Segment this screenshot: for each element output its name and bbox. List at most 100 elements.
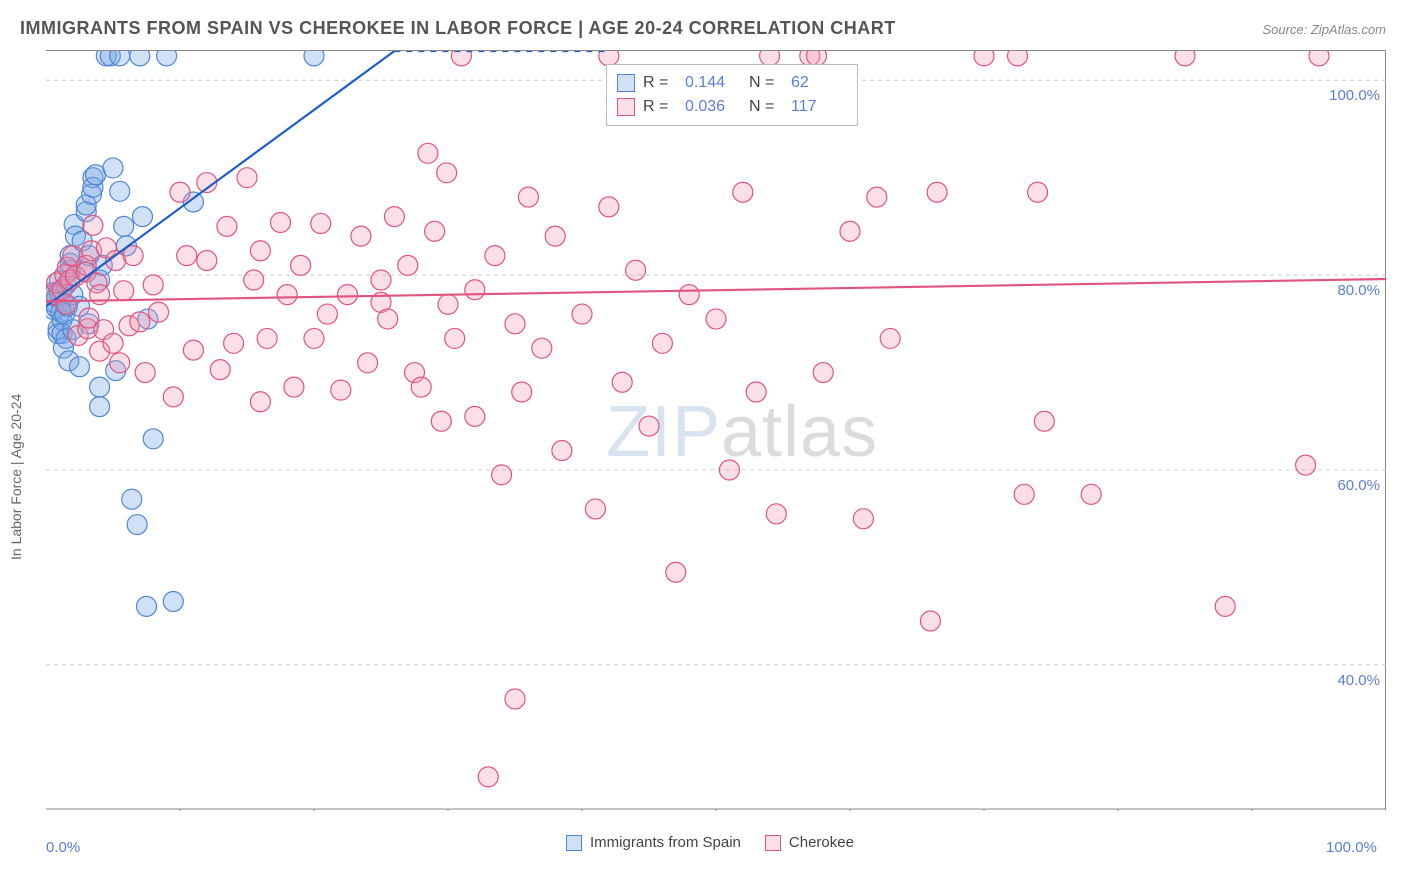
cherokee-point (143, 275, 163, 295)
cherokee-point (505, 314, 525, 334)
spain-point (130, 51, 150, 66)
cherokee-point (492, 465, 512, 485)
cherokee-point (110, 353, 130, 373)
cherokee-point (639, 416, 659, 436)
cherokee-point (437, 163, 457, 183)
cherokee-point (612, 372, 632, 392)
correlation-legend: R =0.144N =62R =0.036N =117 (606, 64, 858, 126)
legend-item-spain: Immigrants from Spain (566, 834, 741, 851)
cherokee-point (384, 207, 404, 227)
cherokee-point (331, 380, 351, 400)
legend-r-value: 0.144 (685, 71, 741, 95)
spain-point (143, 429, 163, 449)
cherokee-point (1081, 484, 1101, 504)
cherokee-point (1296, 455, 1316, 475)
cherokee-point (719, 460, 739, 480)
cherokee-point (766, 504, 786, 524)
cherokee-point (1008, 51, 1028, 66)
cherokee-point (880, 328, 900, 348)
cherokee-point (250, 392, 270, 412)
legend-swatch (617, 74, 635, 92)
legend-n-label: N = (749, 71, 783, 95)
legend-n-value: 62 (791, 71, 847, 95)
legend-label: Immigrants from Spain (590, 834, 741, 851)
cherokee-point (552, 440, 572, 460)
cherokee-point (927, 182, 947, 202)
cherokee-point (177, 246, 197, 266)
cherokee-point (103, 333, 123, 353)
cherokee-point (244, 270, 264, 290)
cherokee-point (599, 197, 619, 217)
cherokee-point (418, 143, 438, 163)
spain-point (137, 596, 157, 616)
cherokee-point (1034, 411, 1054, 431)
cherokee-point (974, 51, 994, 66)
spain-point (122, 489, 142, 509)
cherokee-point (135, 363, 155, 383)
cherokee-point (114, 281, 134, 301)
cherokee-point (183, 340, 203, 360)
cherokee-point (626, 260, 646, 280)
cherokee-point (425, 221, 445, 241)
cherokee-point (545, 226, 565, 246)
cherokee-point (1215, 596, 1235, 616)
legend-r-value: 0.036 (685, 95, 741, 119)
plot-svg: 40.0%60.0%80.0%100.0% (46, 51, 1386, 811)
cherokee-point (585, 499, 605, 519)
cherokee-point (679, 285, 699, 305)
cherokee-point (83, 215, 103, 235)
cherokee-point (1014, 484, 1034, 504)
y-tick-label: 40.0% (1337, 672, 1380, 689)
x-tick-label: 0.0% (46, 839, 80, 856)
spain-point (110, 51, 130, 66)
cherokee-point (840, 221, 860, 241)
cherokee-point (445, 328, 465, 348)
spain-point (127, 515, 147, 535)
spain-point (110, 181, 130, 201)
spain-point (157, 51, 177, 66)
cherokee-point (465, 406, 485, 426)
cherokee-point (512, 382, 532, 402)
cherokee-point (431, 411, 451, 431)
y-tick-label: 60.0% (1337, 477, 1380, 494)
legend-r-label: R = (643, 95, 677, 119)
cherokee-point (411, 377, 431, 397)
cherokee-point (170, 182, 190, 202)
cherokee-point (666, 562, 686, 582)
cherokee-point (217, 216, 237, 236)
cherokee-point (149, 302, 169, 322)
cherokee-point (257, 328, 277, 348)
cherokee-point (733, 182, 753, 202)
spain-point (90, 397, 110, 417)
cherokee-point (371, 270, 391, 290)
cherokee-point (485, 246, 505, 266)
cherokee-point (277, 285, 297, 305)
legend-swatch (617, 98, 635, 116)
cherokee-point (813, 363, 833, 383)
cherokee-point (197, 250, 217, 270)
series-legend: Immigrants from Spain Cherokee (566, 834, 854, 851)
cherokee-point (398, 255, 418, 275)
legend-n-value: 117 (791, 95, 847, 119)
cherokee-point (867, 187, 887, 207)
y-tick-label: 80.0% (1337, 282, 1380, 299)
cherokee-point (532, 338, 552, 358)
spain-point (103, 158, 123, 178)
cherokee-point (1028, 182, 1048, 202)
cherokee-point (505, 689, 525, 709)
spain-point (304, 51, 324, 66)
spain-point (90, 377, 110, 397)
cherokee-point (451, 51, 471, 66)
cherokee-point (351, 226, 371, 246)
legend-label: Cherokee (789, 834, 854, 851)
cherokee-point (224, 333, 244, 353)
cherokee-point (378, 309, 398, 329)
x-tick-label: 100.0% (1326, 839, 1377, 856)
spain-point (70, 357, 90, 377)
cherokee-point (920, 611, 940, 631)
cherokee-point (438, 294, 458, 314)
cherokee-point (163, 387, 183, 407)
legend-row-cherokee: R =0.036N =117 (617, 95, 847, 119)
cherokee-point (237, 168, 257, 188)
cherokee-point (478, 767, 498, 787)
